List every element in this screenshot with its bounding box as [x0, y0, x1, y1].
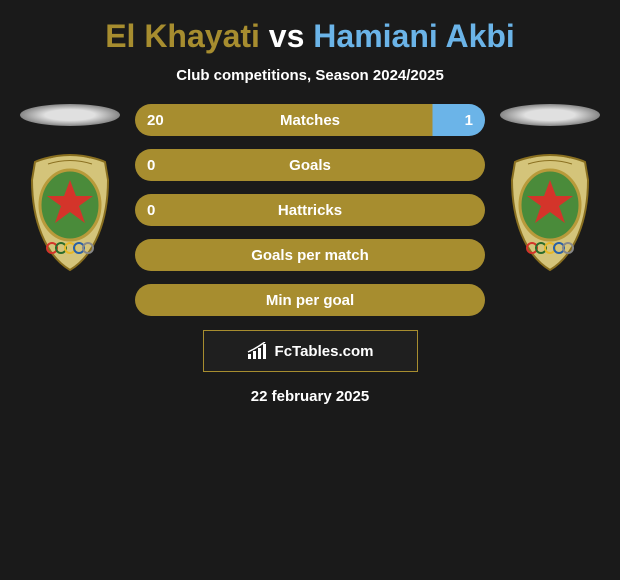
stat-bar-goals: 0 Goals — [135, 149, 485, 181]
chart-icon — [247, 342, 269, 360]
stat-left-value: 20 — [147, 112, 164, 129]
comparison-widget: El Khayati vs Hamiani Akbi Club competit… — [0, 0, 620, 415]
player2-shadow — [500, 104, 600, 126]
page-title: El Khayati vs Hamiani Akbi — [105, 18, 515, 55]
player2-name: Hamiani Akbi — [313, 18, 515, 54]
stat-label: Min per goal — [266, 292, 354, 309]
player1-shadow — [20, 104, 120, 126]
player1-club-logo — [20, 150, 120, 275]
stat-bar-min-per-goal: Min per goal — [135, 284, 485, 316]
brand-text: FcTables.com — [275, 343, 374, 360]
stat-right-value: 1 — [465, 112, 473, 129]
right-column — [495, 104, 605, 275]
stats-column: 20 Matches 1 0 Goals 0 Hattricks Goals p… — [135, 104, 485, 316]
stat-left-value: 0 — [147, 202, 155, 219]
stat-left-value: 0 — [147, 157, 155, 174]
date: 22 february 2025 — [251, 388, 369, 405]
main-row: 20 Matches 1 0 Goals 0 Hattricks Goals p… — [0, 104, 620, 316]
brand-box[interactable]: FcTables.com — [203, 330, 418, 372]
left-column — [15, 104, 125, 275]
vs-text: vs — [269, 18, 305, 54]
stat-label: Matches — [280, 112, 340, 129]
stat-label: Goals per match — [251, 247, 369, 264]
stat-bar-matches: 20 Matches 1 — [135, 104, 485, 136]
player1-name: El Khayati — [105, 18, 260, 54]
stat-label: Hattricks — [278, 202, 342, 219]
stat-bar-hattricks: 0 Hattricks — [135, 194, 485, 226]
player2-club-logo — [500, 150, 600, 275]
stat-label: Goals — [289, 157, 331, 174]
stat-bar-goals-per-match: Goals per match — [135, 239, 485, 271]
subtitle: Club competitions, Season 2024/2025 — [176, 67, 444, 84]
